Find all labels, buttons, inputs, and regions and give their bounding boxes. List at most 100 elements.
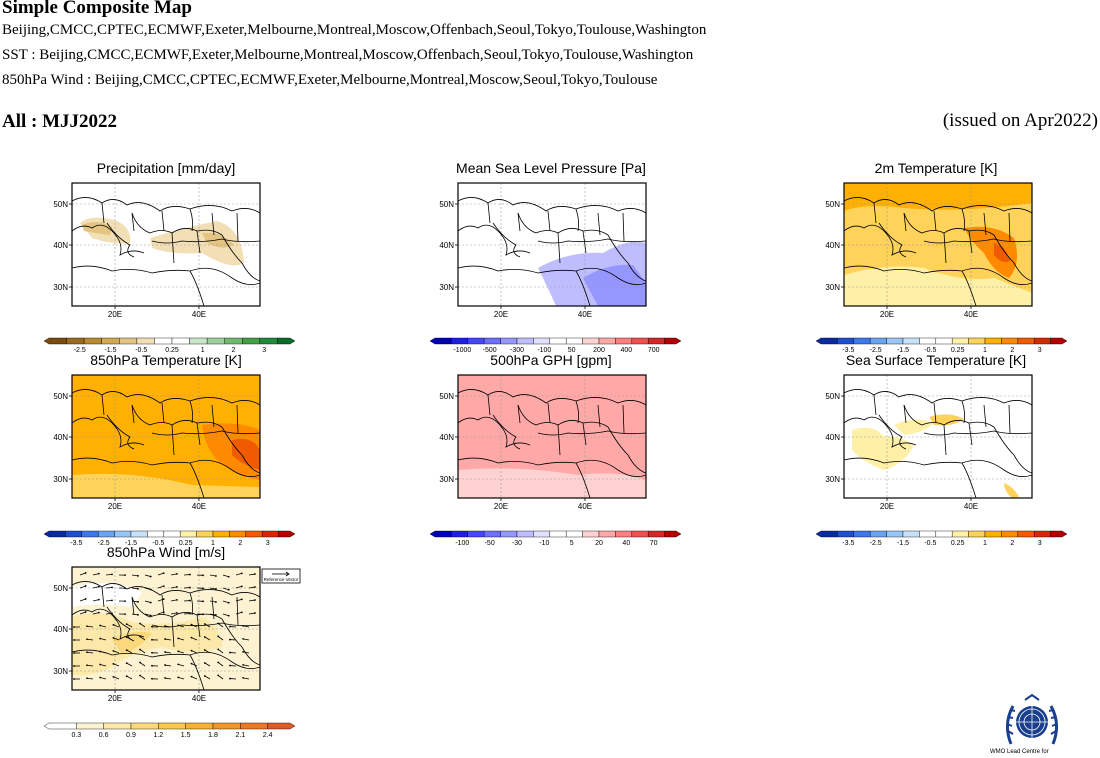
- colorbar-label: -500: [483, 347, 497, 354]
- panel-title: 500hPa GPH [gpm]: [490, 352, 612, 368]
- lat-label: 50N: [439, 392, 454, 401]
- lat-label: 50N: [53, 200, 68, 209]
- colorbar-label: 3: [1038, 347, 1042, 354]
- issued-label: (issued on Apr2022): [942, 110, 1098, 131]
- lon-label: 40E: [578, 310, 592, 319]
- colorbar-label: -100: [537, 347, 551, 354]
- colorbar-label: -1.5: [897, 540, 909, 547]
- colorbar-label: 40: [622, 540, 630, 547]
- colorbar-label: -3.5: [842, 540, 854, 547]
- map-panel: 50N 40N 30N 20E 40E Reference Vector: [53, 566, 301, 703]
- map-panel: 50N 40N 30N 20E 40E: [53, 374, 261, 511]
- colorbar-label: 3: [262, 347, 266, 354]
- panel-title: Mean Sea Level Pressure [Pa]: [456, 160, 646, 176]
- colorbar-label: -1.5: [897, 347, 909, 354]
- colorbar-label: 200: [593, 347, 605, 354]
- colorbar-label: 2: [1010, 347, 1014, 354]
- wmo-logo: [1003, 693, 1061, 750]
- lat-label: 40N: [53, 625, 68, 634]
- lat-label: 50N: [825, 200, 840, 209]
- colorbar: -2.5 -1.5 -0.5 0.25 1 2 3: [43, 337, 296, 354]
- colorbar-label: -0.5: [152, 540, 164, 547]
- colorbar-label: -0.5: [135, 347, 147, 354]
- colorbar-label: -0.5: [924, 540, 936, 547]
- colorbar: -3.5 -2.5 -1.5 -0.5 0.25 1 2 3: [815, 530, 1068, 547]
- colorbar-label: 1: [211, 540, 215, 547]
- lon-label: 20E: [494, 502, 508, 511]
- map-panel: 50N 40N 30N 20E 40E: [53, 182, 261, 319]
- colorbar-label: 3: [1038, 540, 1042, 547]
- lon-label: 20E: [494, 310, 508, 319]
- colorbar-label: 0.9: [126, 732, 136, 739]
- colorbar-label: -1000: [453, 347, 471, 354]
- colorbar-label: 2.1: [235, 732, 245, 739]
- colorbar-label: 0.25: [951, 347, 965, 354]
- lat-label: 30N: [825, 283, 840, 292]
- lat-label: 50N: [439, 200, 454, 209]
- panel-title: Sea Surface Temperature [K]: [845, 352, 1027, 368]
- colorbar-label: 2.4: [263, 732, 273, 739]
- models-all-line: Beijing,CMCC,CPTEC,ECMWF,Exeter,Melbourn…: [2, 22, 707, 38]
- colorbar-label: 20: [595, 540, 603, 547]
- panel-title: 850hPa Temperature [K]: [90, 352, 242, 368]
- colorbar-label: 400: [620, 347, 632, 354]
- colorbar-label: -10: [539, 540, 549, 547]
- colorbar-label: -2.5: [98, 540, 110, 547]
- colorbar-label: 2: [238, 540, 242, 547]
- colorbar: -100 -50 -30 -10 5 20 40 70: [429, 530, 682, 547]
- models-wind-line: 850hPa Wind : Beijing,CMCC,CPTEC,ECMWF,E…: [2, 72, 658, 88]
- lat-label: 30N: [53, 667, 68, 676]
- lat-label: 50N: [53, 392, 68, 401]
- lon-label: 40E: [964, 310, 978, 319]
- lat-label: 40N: [439, 241, 454, 250]
- lon-label: 40E: [192, 694, 206, 703]
- lat-label: 40N: [439, 433, 454, 442]
- colorbar-label: 0.6: [99, 732, 109, 739]
- colorbar-label: 2: [1010, 540, 1014, 547]
- panel-title: 850hPa Wind [m/s]: [106, 544, 226, 560]
- colorbar-label: -30: [512, 540, 522, 547]
- colorbar-label: -1.5: [104, 347, 116, 354]
- colorbar-label: 1: [201, 347, 205, 354]
- lat-label: 40N: [825, 241, 840, 250]
- lat-label: 30N: [825, 475, 840, 484]
- colorbar-label: 3: [266, 540, 270, 547]
- map-panel: 50N 40N 30N 20E 40E: [439, 374, 647, 511]
- lon-label: 40E: [192, 502, 206, 511]
- colorbar-label: 1: [983, 347, 987, 354]
- colorbar: -3.5 -2.5 -1.5 -0.5 0.25 1 2 3: [43, 530, 296, 547]
- lat-label: 40N: [53, 241, 68, 250]
- colorbar-label: 70: [650, 540, 658, 547]
- models-sst-line: SST : Beijing,CMCC,ECMWF,Exeter,Melbourn…: [2, 47, 694, 63]
- lon-label: 40E: [964, 502, 978, 511]
- colorbar-label: 1.8: [208, 732, 218, 739]
- panel-title: Precipitation [mm/day]: [96, 160, 236, 176]
- colorbar-label: -1.5: [125, 540, 137, 547]
- colorbar-label: -50: [485, 540, 495, 547]
- lat-label: 40N: [825, 433, 840, 442]
- lon-label: 20E: [880, 502, 894, 511]
- panel-title: 2m Temperature [K]: [874, 160, 998, 176]
- map-panel: 50N 40N 30N 20E 40E: [439, 182, 647, 319]
- lon-label: 20E: [108, 694, 122, 703]
- lat-label: 40N: [53, 433, 68, 442]
- colorbar-label: 1: [983, 540, 987, 547]
- map-panel: 50N 40N 30N 20E 40E: [825, 374, 1033, 511]
- lat-label: 50N: [825, 392, 840, 401]
- colorbar-label: -3.5: [842, 347, 854, 354]
- lat-label: 30N: [439, 283, 454, 292]
- map-panel: 50N 40N 30N 20E 40E: [825, 182, 1033, 319]
- colorbar-label: 0.25: [951, 540, 965, 547]
- lon-label: 40E: [192, 310, 206, 319]
- page-title: Simple Composite Map: [2, 0, 192, 18]
- colorbar-label: 1.2: [153, 732, 163, 739]
- colorbar: 0.3 0.6 0.9 1.2 1.5 1.8 2.1 2.4: [43, 722, 296, 739]
- colorbar-label: -300: [510, 347, 524, 354]
- lat-label: 30N: [439, 475, 454, 484]
- colorbar-label: 1.5: [181, 732, 191, 739]
- lon-label: 20E: [880, 310, 894, 319]
- colorbar-label: 0.25: [179, 540, 193, 547]
- lat-label: 50N: [53, 584, 68, 593]
- colorbar-label: 2: [232, 347, 236, 354]
- colorbar-label: -0.5: [924, 347, 936, 354]
